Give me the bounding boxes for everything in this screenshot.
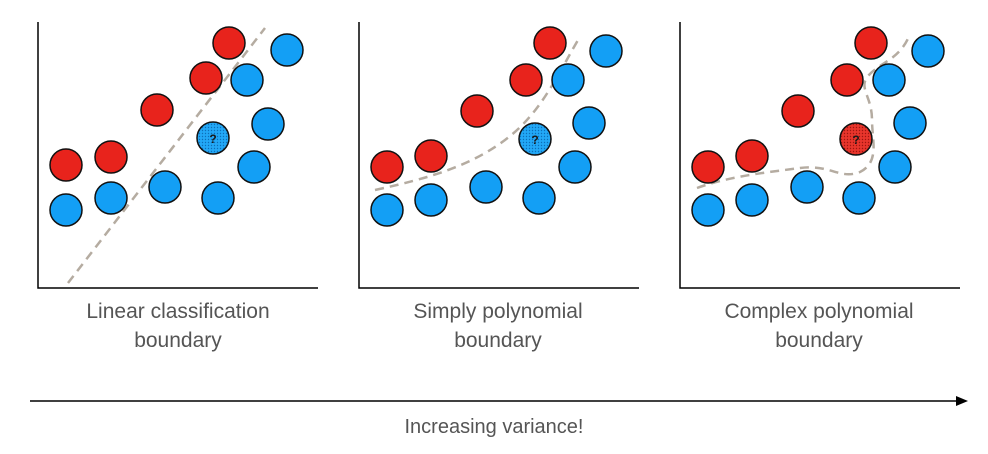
class-b-point	[551, 63, 585, 97]
caption-complex-polynomial: Complex polynomial boundary	[659, 297, 979, 355]
caption-line: Linear classification	[86, 300, 270, 323]
unknown-point-mark: ?	[852, 133, 859, 147]
caption-line: Simply polynomial	[413, 300, 583, 323]
panel-complex-polynomial: ?	[679, 22, 960, 289]
unknown-point-circle	[196, 121, 230, 155]
class-b-point	[735, 183, 769, 217]
unknown-point: ?	[518, 122, 552, 156]
class-b-point	[872, 63, 906, 97]
class-a-point	[854, 26, 888, 60]
panel-axes	[679, 22, 960, 289]
class-b-point	[589, 34, 623, 68]
class-a-point	[94, 140, 128, 174]
class-a-point	[735, 139, 769, 173]
panel-linear: ?	[37, 22, 318, 289]
decision-boundary	[67, 27, 266, 284]
class-a-points	[49, 26, 246, 182]
unknown-point: ?	[196, 121, 230, 155]
class-a-point	[781, 94, 815, 128]
class-b-points	[49, 33, 304, 227]
panel-simple-polynomial: ?	[358, 22, 639, 289]
caption-line: boundary	[454, 329, 542, 352]
class-a-point	[533, 26, 567, 60]
arrow-caption: Increasing variance!	[404, 416, 584, 438]
arrow-head-icon	[956, 396, 968, 406]
class-a-point	[414, 139, 448, 173]
class-a-point	[691, 150, 725, 184]
class-b-point	[270, 33, 304, 67]
class-b-point	[572, 106, 606, 140]
unknown-point-mark: ?	[531, 133, 538, 147]
class-b-point	[790, 170, 824, 204]
class-b-point	[691, 193, 725, 227]
class-a-point	[140, 93, 174, 127]
class-b-point	[201, 181, 235, 215]
class-b-point	[878, 150, 912, 184]
class-a-point	[189, 61, 223, 95]
caption-linear: Linear classification boundary	[18, 297, 338, 355]
decision-boundary	[696, 33, 912, 190]
class-b-point	[49, 193, 83, 227]
class-a-point	[460, 94, 494, 128]
unknown-point-circle	[839, 122, 873, 156]
class-b-points	[691, 34, 945, 227]
class-b-point	[370, 193, 404, 227]
class-a-point	[509, 63, 543, 97]
class-a-point	[830, 63, 864, 97]
class-a-points	[370, 26, 567, 184]
class-b-point	[237, 150, 271, 184]
class-a-point	[212, 26, 246, 60]
class-b-point	[251, 107, 285, 141]
panel-axes	[358, 22, 639, 289]
unknown-point-circle	[518, 122, 552, 156]
caption-line: Complex polynomial	[724, 300, 914, 323]
variance-arrow	[30, 396, 968, 406]
class-b-point	[842, 181, 876, 215]
caption-simple-polynomial: Simply polynomial boundary	[338, 297, 658, 355]
class-b-point	[230, 63, 264, 97]
class-b-point	[911, 34, 945, 68]
class-a-point	[49, 148, 83, 182]
class-b-point	[148, 170, 182, 204]
class-b-point	[414, 183, 448, 217]
class-b-point	[522, 181, 556, 215]
caption-line: boundary	[775, 329, 863, 352]
class-b-point	[893, 106, 927, 140]
unknown-point: ?	[839, 122, 873, 156]
class-a-points	[691, 26, 888, 184]
class-b-points	[370, 34, 623, 227]
panel-axes	[37, 22, 318, 289]
caption-line: boundary	[134, 329, 222, 352]
class-b-point	[558, 150, 592, 184]
class-a-point	[370, 150, 404, 184]
class-b-point	[94, 181, 128, 215]
class-b-point	[469, 170, 503, 204]
unknown-point-mark: ?	[209, 132, 216, 146]
